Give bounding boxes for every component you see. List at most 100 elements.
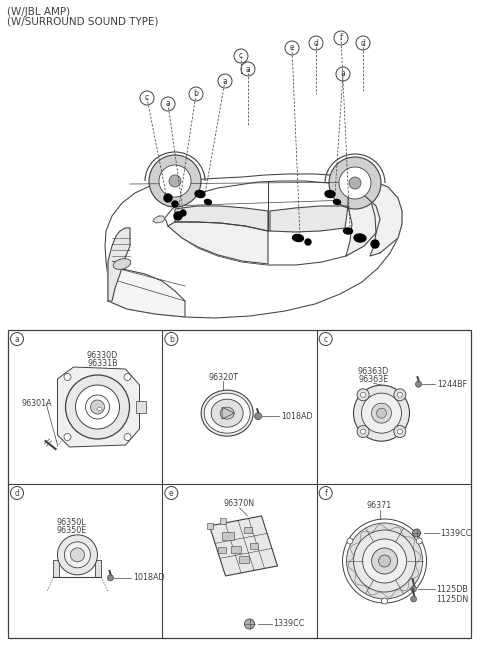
Text: 96350E: 96350E (56, 526, 86, 536)
Ellipse shape (195, 191, 205, 198)
Bar (221, 532, 233, 540)
Text: 1339CC: 1339CC (274, 620, 305, 629)
Text: 1339CC: 1339CC (441, 528, 472, 537)
Polygon shape (165, 181, 380, 265)
Polygon shape (168, 222, 268, 264)
Circle shape (241, 62, 255, 76)
Text: c: c (239, 52, 243, 61)
Bar (239, 556, 249, 563)
Text: a: a (341, 70, 346, 79)
Circle shape (339, 167, 371, 199)
Polygon shape (96, 560, 101, 577)
Circle shape (319, 486, 332, 499)
Polygon shape (346, 188, 380, 256)
Circle shape (174, 212, 182, 220)
Circle shape (336, 67, 350, 81)
Text: 96301A: 96301A (22, 399, 53, 408)
Circle shape (362, 539, 407, 583)
Polygon shape (209, 516, 277, 576)
Circle shape (11, 486, 24, 499)
Circle shape (169, 175, 181, 187)
Ellipse shape (354, 234, 366, 242)
Circle shape (165, 333, 178, 346)
Circle shape (108, 575, 113, 581)
Circle shape (161, 97, 175, 111)
Text: 96350L: 96350L (57, 518, 86, 527)
Circle shape (347, 538, 353, 544)
Ellipse shape (220, 407, 234, 419)
Text: a: a (223, 76, 228, 85)
Circle shape (354, 530, 416, 592)
Circle shape (319, 333, 332, 346)
Bar (243, 527, 252, 533)
Circle shape (410, 586, 417, 592)
Text: 96370N: 96370N (224, 499, 255, 508)
Circle shape (65, 375, 130, 439)
Polygon shape (108, 228, 130, 301)
Text: 96363D: 96363D (358, 367, 389, 376)
Text: 96331B: 96331B (87, 359, 118, 368)
Circle shape (124, 373, 131, 380)
Circle shape (165, 486, 178, 499)
Circle shape (379, 555, 391, 567)
Ellipse shape (211, 399, 243, 427)
Circle shape (164, 194, 172, 202)
Text: d: d (313, 39, 318, 48)
Circle shape (234, 49, 248, 63)
Bar (206, 523, 213, 529)
Text: f: f (340, 34, 342, 43)
Text: c: c (324, 335, 328, 344)
Circle shape (349, 177, 361, 189)
Circle shape (285, 41, 299, 55)
Circle shape (91, 400, 105, 414)
Text: c: c (145, 94, 149, 103)
Ellipse shape (334, 200, 340, 205)
Bar (219, 518, 226, 524)
Circle shape (397, 429, 402, 434)
Bar (230, 547, 240, 554)
Circle shape (140, 91, 154, 105)
Circle shape (356, 36, 370, 50)
Circle shape (172, 201, 178, 207)
Text: b: b (193, 90, 198, 98)
Text: 1018AD: 1018AD (133, 574, 165, 582)
Ellipse shape (204, 393, 250, 433)
Polygon shape (270, 206, 348, 232)
Circle shape (85, 395, 109, 419)
Text: f: f (324, 488, 327, 497)
Text: e: e (169, 488, 174, 497)
Circle shape (75, 385, 120, 429)
Text: (W/JBL AMP): (W/JBL AMP) (7, 7, 70, 17)
Circle shape (244, 619, 254, 629)
Circle shape (64, 373, 71, 380)
Text: 1125DB: 1125DB (437, 585, 468, 594)
Polygon shape (370, 180, 402, 256)
Circle shape (159, 165, 191, 197)
Ellipse shape (325, 191, 335, 198)
Circle shape (361, 393, 401, 433)
Polygon shape (108, 266, 185, 317)
Text: d: d (360, 39, 365, 48)
Circle shape (397, 392, 402, 397)
Text: 1244BF: 1244BF (437, 380, 468, 389)
Circle shape (255, 413, 262, 420)
Ellipse shape (204, 200, 212, 205)
Circle shape (372, 548, 397, 574)
Polygon shape (175, 206, 268, 231)
Circle shape (410, 596, 417, 602)
Polygon shape (53, 560, 60, 577)
Circle shape (357, 389, 369, 401)
Circle shape (347, 523, 422, 599)
Circle shape (71, 548, 84, 562)
Ellipse shape (97, 408, 102, 410)
Text: 1018AD: 1018AD (281, 412, 313, 421)
Circle shape (416, 381, 421, 387)
Text: (W/SURROUND SOUND TYPE): (W/SURROUND SOUND TYPE) (7, 16, 158, 26)
Ellipse shape (292, 234, 303, 242)
Circle shape (360, 429, 366, 434)
Circle shape (413, 529, 420, 537)
Circle shape (149, 155, 201, 207)
Circle shape (353, 385, 409, 441)
Text: a: a (14, 335, 19, 344)
Ellipse shape (344, 228, 352, 234)
